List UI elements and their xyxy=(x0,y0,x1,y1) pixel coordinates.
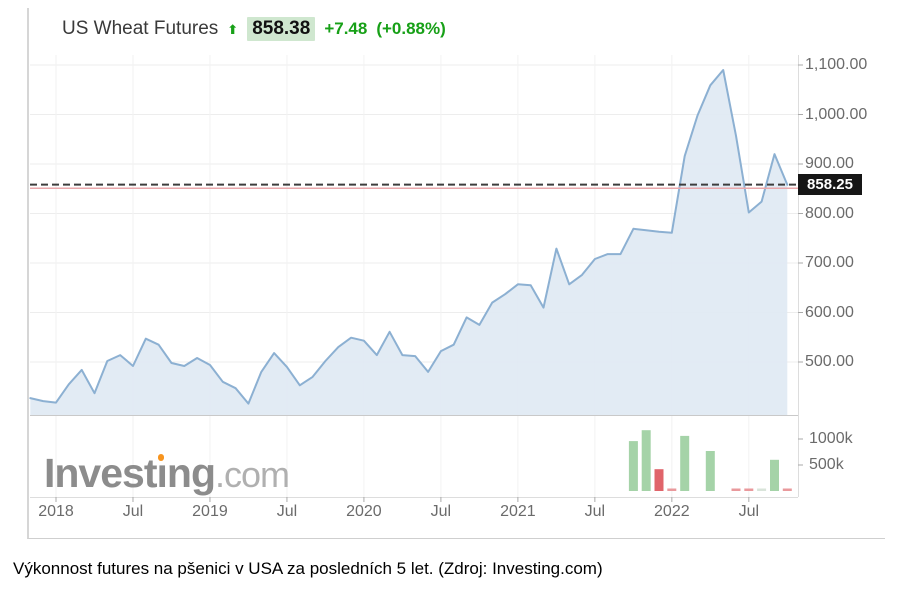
time-axis-tick-label: 2019 xyxy=(192,503,228,520)
time-axis-tick-label: Jul xyxy=(276,503,298,520)
time-axis-tick-label: 2018 xyxy=(38,503,74,520)
volume-bar xyxy=(641,430,651,491)
volume-bar xyxy=(654,469,664,491)
caption: Výkonnost futures na pšenici v USA za po… xyxy=(13,559,603,578)
volume-bar xyxy=(731,488,741,491)
volume-bar xyxy=(744,488,754,491)
logo-com-suffix: .com xyxy=(215,454,290,495)
instrument-title: US Wheat Futures xyxy=(62,18,219,39)
price-line xyxy=(29,69,789,405)
volume-bar xyxy=(680,435,690,491)
last-price: 858.38 xyxy=(247,17,316,41)
volume-bar xyxy=(667,488,677,491)
quote-header: US Wheat Futures ⬆ 858.38 +7.48 (+0.88%) xyxy=(62,17,446,41)
investing-logo: Investıng.com xyxy=(44,450,290,497)
logo-text-2: ng xyxy=(166,450,216,496)
price-axis-tick-label: 600.00 xyxy=(805,303,854,321)
chart-widget: US Wheat Futures ⬆ 858.38 +7.48 (+0.88%) xyxy=(27,8,885,539)
time-axis-tick-label: Jul xyxy=(738,503,760,520)
volume-bar xyxy=(782,488,792,491)
volume-bar xyxy=(705,451,715,491)
price-axis-tick-label: 700.00 xyxy=(805,254,854,271)
volume-axis-tick-label: 1000k xyxy=(809,430,853,447)
current-price-badge: 858.25 xyxy=(798,174,862,196)
volume-bar xyxy=(770,459,779,491)
time-axis-tick-label: Jul xyxy=(122,503,144,520)
volume-bar xyxy=(628,441,638,491)
time-axis-tick-label: 2022 xyxy=(654,503,690,520)
price-area-fill xyxy=(30,70,788,415)
price-axis-tick-label: 500.00 xyxy=(805,353,854,370)
logo-text: Invest xyxy=(44,450,157,496)
volume-axis-tick-label: 500k xyxy=(809,456,844,473)
time-axis-tick-label: 2020 xyxy=(346,503,382,520)
time-axis-tick-label: 2021 xyxy=(500,503,536,520)
time-axis-tick-label: Jul xyxy=(430,503,452,520)
up-arrow-icon: ⬆ xyxy=(227,22,239,37)
logo-orange-dot-i: ı xyxy=(156,450,168,496)
time-axis-tick-label: Jul xyxy=(584,503,606,520)
price-axis-tick-label: 1,000.00 xyxy=(805,105,868,123)
price-change-percent: (+0.88%) xyxy=(376,19,446,38)
volume-bar xyxy=(757,488,767,491)
price-axis-tick-label: 1,100.00 xyxy=(805,56,868,73)
price-axis-tick-label: 800.00 xyxy=(805,204,854,222)
price-change: +7.48 xyxy=(324,19,368,38)
price-axis-tick-label: 900.00 xyxy=(805,155,854,172)
